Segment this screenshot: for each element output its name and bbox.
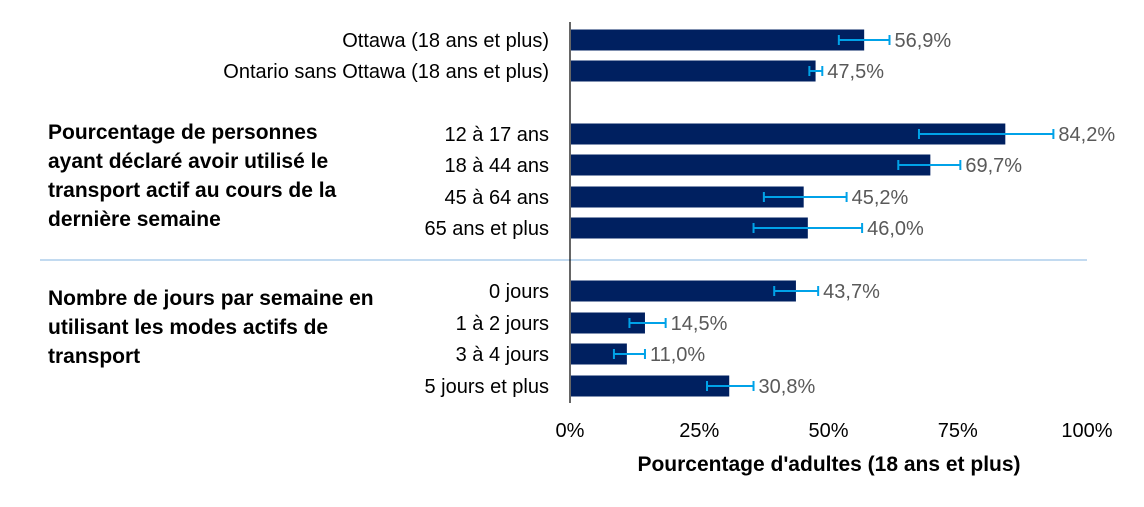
category-label: 1 à 2 jours — [456, 313, 549, 335]
x-axis-title: Pourcentage d'adultes (18 ans et plus) — [637, 453, 1020, 476]
bar — [571, 280, 796, 302]
error-bar — [752, 223, 864, 233]
error-bar — [808, 66, 824, 76]
x-tick-label: 0% — [556, 420, 585, 442]
x-tick-label: 25% — [679, 420, 719, 442]
category-label: Ottawa (18 ans et plus) — [342, 30, 549, 52]
error-bar — [628, 318, 667, 328]
category-label: 3 à 4 jours — [456, 344, 549, 366]
bar — [571, 186, 804, 208]
error-bar — [837, 35, 891, 45]
value-label: 43,7% — [823, 281, 880, 303]
value-label: 69,7% — [965, 155, 1022, 177]
value-label: 47,5% — [827, 61, 884, 83]
bar — [571, 60, 816, 82]
labels-layer: Ottawa (18 ans et plus) 56,9% Ontario sans… — [223, 30, 1115, 442]
error-bar — [773, 286, 820, 296]
group-label-active-transport: Pourcentage de personnes ayant déclaré a… — [48, 121, 337, 231]
error-bar — [762, 192, 848, 202]
value-label: 14,5% — [671, 313, 728, 335]
group-label-days-per-week: Nombre de jours par semaine en utilisant… — [48, 287, 374, 368]
bar — [571, 123, 1006, 145]
error-bar — [897, 160, 962, 170]
category-label: 45 à 64 ans — [444, 187, 549, 209]
category-label: 12 à 17 ans — [444, 124, 549, 146]
x-tick-label: 50% — [808, 420, 848, 442]
error-bar — [706, 381, 755, 391]
value-label: 11,0% — [650, 344, 705, 366]
x-tick-label: 100% — [1061, 420, 1112, 442]
value-label: 56,9% — [895, 30, 952, 52]
error-bar — [917, 129, 1055, 139]
category-label: 5 jours et plus — [424, 376, 549, 398]
value-label: 46,0% — [867, 218, 924, 240]
bar — [571, 375, 730, 397]
bar — [571, 154, 931, 176]
category-label: 0 jours — [489, 281, 549, 303]
category-label: Ontario sans Ottawa (18 ans et plus) — [223, 61, 549, 83]
bar — [571, 343, 627, 365]
error-bar — [612, 349, 646, 359]
value-label: 45,2% — [852, 187, 909, 209]
value-label: 30,8% — [759, 376, 816, 398]
value-label: 84,2% — [1058, 124, 1115, 146]
bar — [571, 312, 645, 334]
x-tick-label: 75% — [938, 420, 978, 442]
category-label: 65 ans et plus — [424, 218, 549, 240]
bar — [571, 29, 865, 51]
bars-layer — [40, 22, 1087, 403]
category-label: 18 à 44 ans — [444, 155, 549, 177]
bar — [571, 217, 808, 239]
